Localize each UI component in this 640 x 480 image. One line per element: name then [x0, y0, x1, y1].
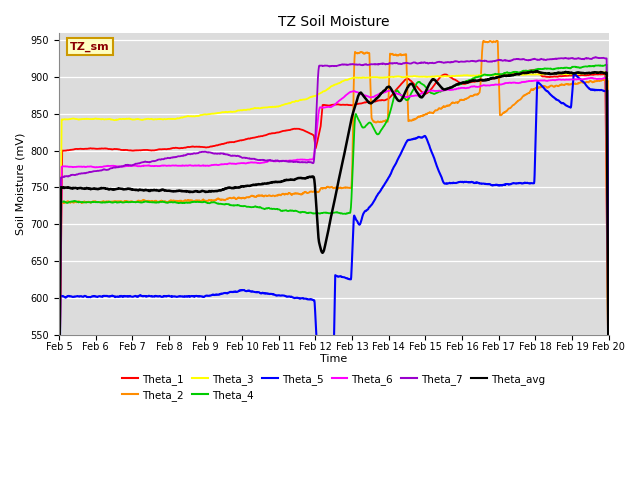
Title: TZ Soil Moisture: TZ Soil Moisture	[278, 15, 390, 29]
Y-axis label: Soil Moisture (mV): Soil Moisture (mV)	[15, 132, 25, 235]
X-axis label: Time: Time	[320, 354, 348, 364]
Legend: Theta_1, Theta_2, Theta_3, Theta_4, Theta_5, Theta_6, Theta_7, Theta_avg: Theta_1, Theta_2, Theta_3, Theta_4, Thet…	[118, 370, 549, 405]
Text: TZ_sm: TZ_sm	[70, 42, 109, 52]
